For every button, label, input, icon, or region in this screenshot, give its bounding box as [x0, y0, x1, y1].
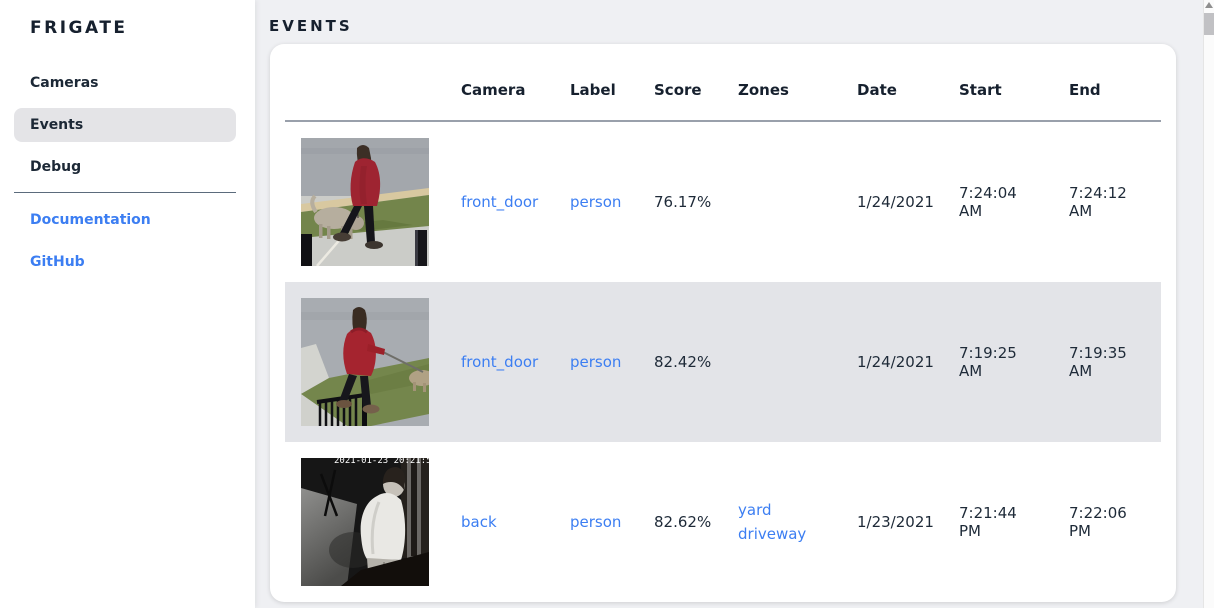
sidebar-divider: [14, 192, 236, 193]
column-camera: Camera: [445, 44, 554, 122]
scrollbar-thumb[interactable]: [1204, 13, 1214, 35]
thumbnail-cell: [285, 121, 445, 282]
event-row[interactable]: front_door person 82.42% 1/24/2021 7:19:…: [285, 282, 1161, 442]
column-score: Score: [638, 44, 722, 122]
column-zones: Zones: [722, 44, 841, 122]
end-time-value: 7:22:06 PM: [1069, 504, 1127, 540]
zone-link[interactable]: driveway: [738, 525, 807, 543]
column-date: Date: [841, 44, 943, 122]
label-link[interactable]: person: [570, 193, 622, 211]
label-link[interactable]: person: [570, 353, 622, 371]
score-value: 76.17%: [654, 193, 712, 211]
label-link[interactable]: person: [570, 513, 622, 531]
vertical-scrollbar[interactable]: [1203, 0, 1214, 608]
events-table-body: front_door person 76.17% 1/24/2021 7:24:…: [285, 121, 1161, 602]
events-card: Camera Label Score Zones Date Start End: [270, 44, 1176, 602]
date-value: 1/24/2021: [857, 353, 934, 371]
camera-link[interactable]: front_door: [461, 353, 539, 371]
score-value: 82.62%: [654, 513, 712, 531]
start-time-value: 7:19:25 AM: [959, 344, 1017, 380]
scroll-up-arrow-icon[interactable]: [1205, 2, 1213, 8]
column-start: Start: [943, 44, 1053, 122]
thumbnail-cell: [285, 282, 445, 442]
main-content: EVENTS Camera Label Score Zones Date Sta…: [255, 0, 1203, 608]
event-thumbnail[interactable]: [301, 298, 429, 426]
app-logo: FRIGATE: [30, 18, 128, 38]
score-value: 82.42%: [654, 353, 712, 371]
column-label: Label: [554, 44, 638, 122]
event-row[interactable]: 2021-01-23 20:21:52 back person 82.62% y…: [285, 442, 1161, 602]
date-value: 1/23/2021: [857, 513, 934, 531]
sidebar-link-github[interactable]: GitHub: [30, 254, 85, 270]
event-row[interactable]: front_door person 76.17% 1/24/2021 7:24:…: [285, 121, 1161, 282]
zone-link[interactable]: yard: [738, 501, 772, 519]
end-time-value: 7:19:35 AM: [1069, 344, 1127, 380]
camera-link[interactable]: back: [461, 513, 497, 531]
sidebar: FRIGATE Cameras Events Debug Documentati…: [0, 0, 255, 608]
sidebar-nav: Cameras Events Debug: [14, 66, 236, 184]
sidebar-external-links: Documentation GitHub: [14, 203, 236, 279]
sidebar-item-debug[interactable]: Debug: [30, 159, 82, 175]
sidebar-link-documentation[interactable]: Documentation: [30, 212, 151, 228]
page-title: EVENTS: [269, 17, 353, 35]
sidebar-item-events[interactable]: Events: [14, 108, 236, 142]
thumbnail-cell: 2021-01-23 20:21:52: [285, 442, 445, 602]
end-time-value: 7:24:12 AM: [1069, 184, 1127, 220]
table-header-row: Camera Label Score Zones Date Start End: [285, 44, 1161, 122]
events-table: Camera Label Score Zones Date Start End: [285, 44, 1161, 602]
camera-link[interactable]: front_door: [461, 193, 539, 211]
column-end: End: [1053, 44, 1161, 122]
date-value: 1/24/2021: [857, 193, 934, 211]
start-time-value: 7:21:44 PM: [959, 504, 1017, 540]
event-thumbnail[interactable]: [301, 138, 429, 266]
sidebar-item-cameras[interactable]: Cameras: [30, 75, 99, 91]
thumbnail-timestamp-overlay: 2021-01-23 20:21:52: [334, 458, 429, 466]
column-thumbnail: [285, 44, 445, 122]
event-thumbnail[interactable]: 2021-01-23 20:21:52: [301, 458, 429, 586]
start-time-value: 7:24:04 AM: [959, 184, 1017, 220]
